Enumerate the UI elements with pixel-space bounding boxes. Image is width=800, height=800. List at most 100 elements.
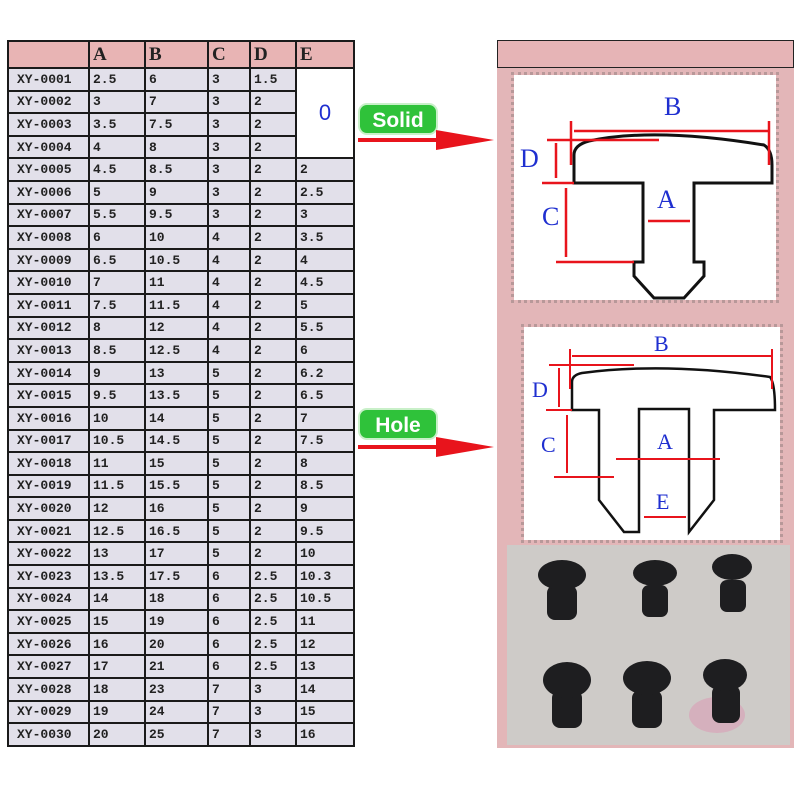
cell-d: 2 [249,496,297,521]
dim-c-label: C [542,202,559,231]
dim-d-label: D [520,144,539,173]
cell-a: 10 [88,405,146,431]
table-row: XY-0006 5 9 3 2 2.5 [7,179,355,205]
cell-model: XY-0018 [7,451,90,476]
cell-c: 3 [207,134,251,160]
header-c: C [207,40,251,69]
table-row: XY-0019 11.5 15.5 5 2 8.5 [7,473,355,499]
table-row: XY-0016 10 14 5 2 7 [7,405,355,431]
table-row: XY-0013 8.5 12.5 4 2 6 [7,338,355,363]
cell-d: 2 [249,383,297,408]
cell-d: 3 [249,699,297,725]
cell-b: 10.5 [144,247,209,273]
cell-d: 2 [249,338,297,363]
cell-d: 2.5 [249,586,297,612]
cell-b: 24 [144,699,209,725]
dim-d-label: D [532,377,548,402]
cell-d: 2 [249,451,297,476]
cell-a: 4 [88,134,146,160]
cell-b: 7.5 [144,112,209,137]
cell-a: 14 [88,586,146,612]
table-row: XY-0020 12 16 5 2 9 [7,496,355,521]
cell-c: 7 [207,722,251,747]
table-row: XY-0009 6.5 10.5 4 2 4 [7,247,355,273]
cell-c: 5 [207,360,251,386]
table-row: XY-0004 4 8 3 2 [7,134,354,160]
cell-a: 3 [88,89,146,115]
cell-d: 2 [249,247,297,273]
cell-e: 14 [295,677,355,702]
table-row: XY-0030 20 25 7 3 16 [7,722,355,747]
cell-d: 2 [249,179,297,205]
cell-model: XY-0030 [7,722,90,747]
cell-a: 7 [88,270,146,295]
product-panel: B D C A B D C A E [497,40,794,748]
table-row: XY-0015 9.5 13.5 5 2 6.5 [7,383,355,408]
cell-b: 23 [144,677,209,702]
cell-c: 3 [207,179,251,205]
cell-d: 2 [249,292,297,318]
cell-e: 5.5 [295,315,355,341]
cell-model: XY-0017 [7,428,90,454]
cell-e: 4.5 [295,270,355,295]
table-row: XY-0005 4.5 8.5 3 2 2 [7,157,355,182]
cell-c: 6 [207,586,251,612]
cell-b: 8.5 [144,157,209,182]
cell-a: 7.5 [88,292,146,318]
cell-b: 6 [144,67,209,92]
cell-d: 2 [249,541,297,567]
cell-model: XY-0016 [7,405,90,431]
cell-model: XY-0025 [7,609,90,634]
cell-e: 8 [295,451,355,476]
table-row: XY-0008 6 10 4 2 3.5 [7,225,355,250]
cell-d: 2 [249,518,297,544]
cell-c: 7 [207,677,251,702]
table-row: XY-0027 17 21 6 2.5 13 [7,654,355,680]
cell-b: 7 [144,89,209,115]
cell-c: 5 [207,428,251,454]
table-row: XY-0012 8 12 4 2 5.5 [7,315,355,341]
cell-b: 10 [144,225,209,250]
cell-c: 3 [207,202,251,228]
cell-d: 2 [249,89,297,115]
header-a: A [88,40,146,69]
cell-b: 25 [144,722,209,747]
cell-b: 15 [144,451,209,476]
cell-e: 10.3 [295,564,355,589]
cell-e: 3.5 [295,225,355,250]
cell-model: XY-0008 [7,225,90,250]
cell-d: 1.5 [249,67,297,92]
dim-c-label: C [541,432,556,457]
cell-a: 9 [88,360,146,386]
cell-c: 5 [207,518,251,544]
table-row: XY-0007 5.5 9.5 3 2 3 [7,202,355,228]
cell-d: 2 [249,134,297,160]
cell-e: 11 [295,609,355,634]
cell-a: 5.5 [88,202,146,228]
header-d: D [249,40,297,69]
cell-model: XY-0005 [7,157,90,182]
cell-model: XY-0021 [7,518,90,544]
cell-e: 6 [295,338,355,363]
header-b: B [144,40,209,69]
dim-a-label: A [657,185,676,214]
panel-header [497,40,794,68]
cell-e: 5 [295,292,355,318]
cell-b: 15.5 [144,473,209,499]
cell-a: 8.5 [88,338,146,363]
cell-c: 5 [207,405,251,431]
table-row: XY-0010 7 11 4 2 4.5 [7,270,355,295]
cell-d: 2 [249,405,297,431]
cell-a: 16 [88,631,146,657]
table-row: XY-0018 11 15 5 2 8 [7,451,355,476]
cell-a: 19 [88,699,146,725]
cell-e: 16 [295,722,355,747]
table-row: XY-0014 9 13 5 2 6.2 [7,360,355,386]
cell-b: 17 [144,541,209,567]
cell-c: 3 [207,89,251,115]
product-photo [507,545,790,745]
table-row: XY-0028 18 23 7 3 14 [7,677,355,702]
cell-b: 8 [144,134,209,160]
cell-a: 13 [88,541,146,567]
cell-model: XY-0027 [7,654,90,680]
